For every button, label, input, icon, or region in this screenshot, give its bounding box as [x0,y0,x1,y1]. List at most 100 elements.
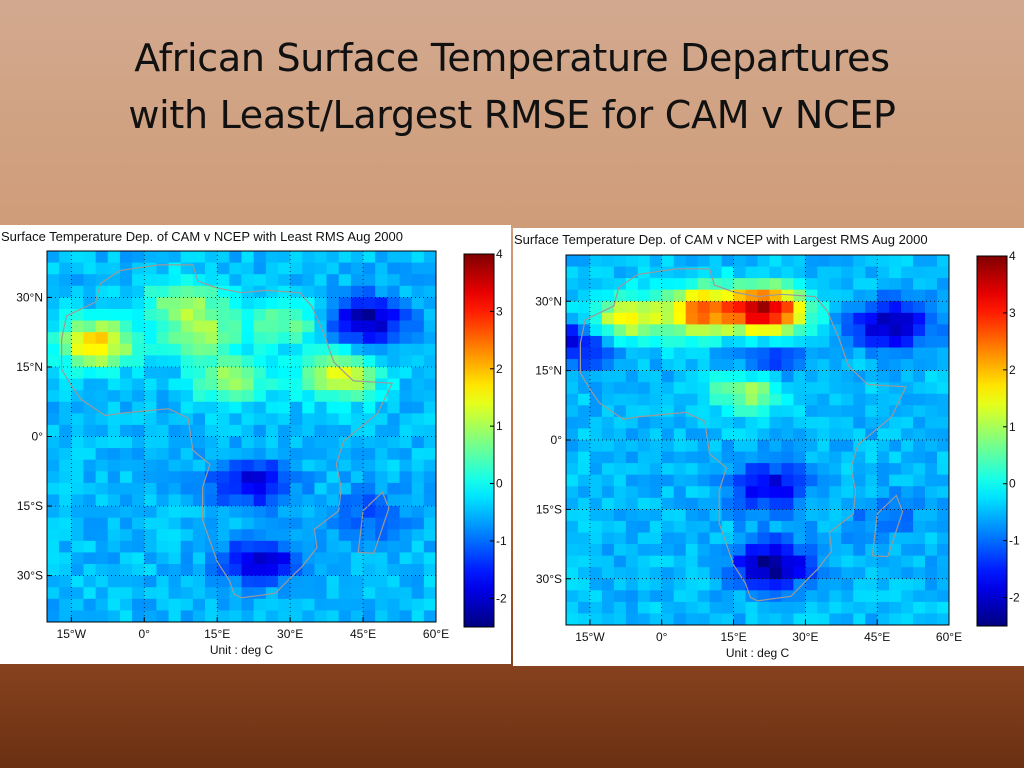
heatmap-cell [95,308,109,321]
heatmap-cell [913,567,926,580]
heatmap-cell [241,308,255,321]
heatmap-cell [95,517,109,530]
heatmap-cell [625,451,639,464]
heatmap-cell [937,509,950,522]
heatmap-cell [805,335,818,348]
heatmap-cell [877,278,890,291]
heatmap-cell [901,428,914,441]
heatmap-cell [937,393,950,406]
heatmap-cell [217,517,230,530]
heatmap-cell [314,366,327,379]
heatmap-cell [47,285,60,298]
heatmap-cell [119,575,133,588]
heatmap-cell [841,289,854,302]
heatmap-cell [156,494,169,507]
heatmap-cell [95,355,109,368]
heatmap-cell [841,613,854,626]
heatmap-cell [865,451,878,464]
heatmap-cell [841,486,854,499]
heatmap-cell [95,471,109,484]
heatmap-cell [901,613,914,626]
heatmap-cell [192,378,206,391]
heatmap-cell [59,517,72,530]
heatmap-cell [673,578,687,591]
heatmap-cell [745,463,758,476]
heatmap-cell [375,436,388,449]
heatmap-cell [399,540,413,553]
heatmap-cell [937,416,950,429]
heatmap-cell [589,463,603,476]
heatmap-cell [144,297,157,310]
heatmap-cell [649,474,663,487]
heatmap-cell [721,463,734,476]
heatmap-cell [817,347,830,360]
colorbar-tick-label: 4 [496,247,503,261]
heatmap-cell [47,274,60,287]
heatmap-cell [733,567,746,580]
heatmap-cell [637,463,651,476]
heatmap-cell [673,451,687,464]
heatmap-cell [265,285,279,298]
heatmap-cell [697,497,711,510]
heatmap-cell [625,347,639,360]
heatmap-cell [326,494,340,507]
heatmap-cell [673,335,687,348]
heatmap-cell [83,506,97,519]
colorbar-tick-label: 2 [496,362,503,376]
heatmap-cell [423,413,437,426]
heatmap-cell [649,370,663,383]
heatmap-cell [805,266,818,279]
heatmap-cell [205,459,218,472]
heatmap-cell [423,564,437,577]
heatmap-cell [83,390,97,403]
heatmap-cell [277,598,291,611]
heatmap-cell [925,324,938,337]
heatmap-cell [745,520,758,533]
heatmap-cell [192,413,206,426]
heatmap-cell [853,289,866,302]
heatmap-cell [107,564,121,577]
heatmap-cell [913,509,926,522]
heatmap-cell [566,497,579,510]
heatmap-cell [423,401,437,414]
heatmap-cell [71,506,84,519]
heatmap-cell [338,540,352,553]
heatmap-cell [661,532,675,545]
heatmap-cell [925,520,938,533]
heatmap-cell [649,532,663,545]
heatmap-cell [685,382,699,395]
heatmap-cell [661,393,675,406]
heatmap-cell [673,497,687,510]
heatmap-cell [925,278,938,291]
heatmap-cell [119,355,133,368]
heatmap-cell [132,482,145,495]
heatmap-cell [119,308,133,321]
heatmap-cell [180,378,194,391]
heatmap-cell [253,540,267,553]
heatmap-cell [71,494,84,507]
heatmap-cell [709,382,722,395]
heatmap-cell [277,390,291,403]
heatmap-cell [793,451,806,464]
heatmap-cell [733,312,746,325]
heatmap-cell [937,255,950,267]
heatmap-cell [745,428,758,441]
heatmap-cell [314,448,327,461]
y-tick-label: 30°S [17,569,43,583]
heatmap-cell [387,297,400,310]
heatmap-cell [721,474,734,487]
heatmap-cell [192,297,206,310]
heatmap-cell [661,601,675,614]
heatmap-cell [865,532,878,545]
heatmap-cell [566,451,579,464]
heatmap-cell [132,436,145,449]
heatmap-cell [192,274,206,287]
heatmap-cell [757,335,770,348]
heatmap-cell [661,301,675,314]
heatmap-cell [71,355,84,368]
heatmap-cell [107,448,121,461]
heatmap-cell [314,436,327,449]
heatmap-cell [192,308,206,321]
heatmap-cell [685,324,699,337]
heatmap-cell [302,308,315,321]
